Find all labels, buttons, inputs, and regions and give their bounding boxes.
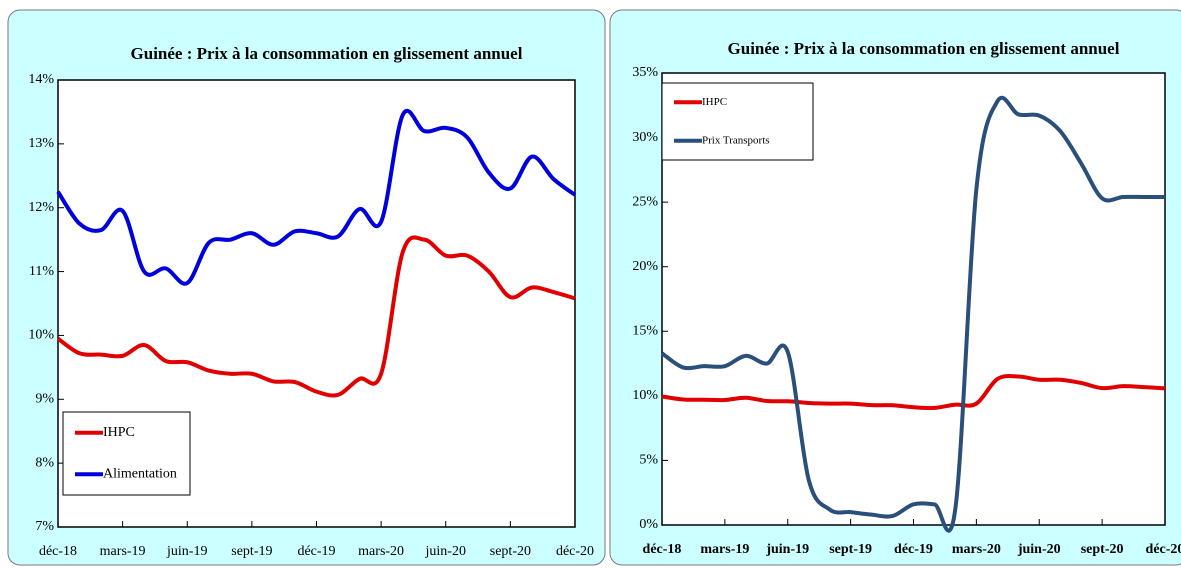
legend-label: IHPC	[103, 425, 135, 440]
chart-title: Guinée : Prix à la consommation en gliss…	[131, 44, 523, 63]
y-tick-label: 20%	[632, 259, 658, 274]
y-tick-label: 11%	[29, 264, 54, 279]
x-tick-label: juin-19	[765, 542, 809, 557]
line	[661, 374, 1166, 411]
x-tick-label: juin-20	[425, 544, 466, 559]
x-tick-label: sept-19	[829, 542, 872, 557]
x-tick-label: déc-18	[643, 542, 682, 557]
y-tick-label: 5%	[639, 453, 658, 468]
x-tick-label: déc-19	[894, 542, 933, 557]
y-tick-label: 10%	[632, 388, 658, 403]
y-tick-label: 30%	[632, 130, 658, 145]
legend-label: IHPC	[702, 96, 727, 108]
line	[660, 95, 1165, 533]
y-tick-label: 10%	[28, 328, 54, 343]
y-tick-label: 25%	[632, 194, 658, 209]
y-tick-label: 15%	[632, 324, 658, 339]
y-tick-label: 9%	[35, 392, 54, 407]
x-tick-label: déc-19	[297, 544, 335, 559]
x-tick-label: déc-20	[1146, 542, 1181, 557]
legend-box	[62, 411, 191, 496]
line	[56, 108, 577, 286]
legend-label: Prix Transports	[702, 134, 770, 146]
x-tick-label: déc-18	[39, 544, 77, 559]
x-tick-label: mars-20	[358, 544, 404, 559]
y-tick-label: 13%	[28, 136, 54, 151]
legend-label: Alimentation	[103, 466, 177, 481]
x-tick-label: sept-19	[231, 544, 272, 559]
x-tick-label: juin-20	[1017, 542, 1061, 557]
x-tick-label: sept-20	[490, 544, 531, 559]
line	[56, 235, 576, 398]
y-tick-label: 14%	[28, 72, 54, 87]
x-tick-label: sept-20	[1081, 542, 1124, 557]
x-tick-label: mars-19	[100, 544, 146, 559]
y-tick-label: 8%	[35, 455, 54, 470]
y-tick-label: 0%	[639, 517, 658, 532]
chart-title: Guinée : Prix à la consommation en gliss…	[728, 39, 1120, 58]
x-tick-label: mars-19	[700, 542, 749, 557]
x-tick-label: juin-19	[166, 544, 207, 559]
x-tick-label: mars-20	[952, 542, 1001, 557]
y-tick-label: 35%	[632, 65, 658, 80]
x-tick-label: déc-20	[556, 544, 594, 559]
y-tick-label: 7%	[35, 519, 54, 534]
legend-box	[661, 82, 814, 161]
y-tick-label: 12%	[28, 200, 54, 215]
